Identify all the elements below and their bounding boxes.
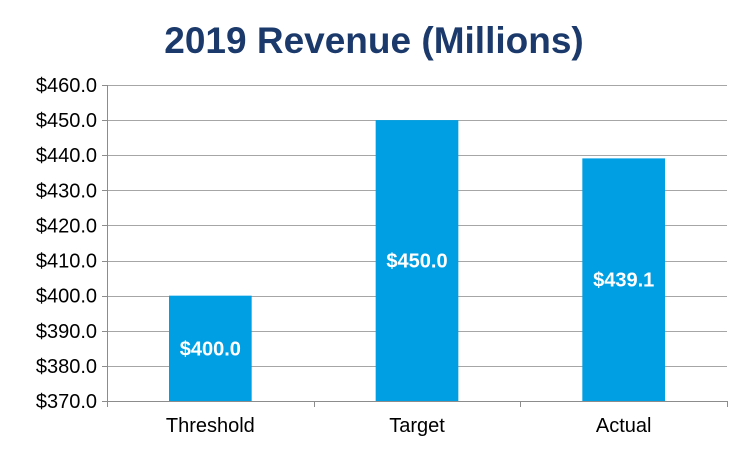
x-category-labels: Threshold Target Actual (166, 415, 652, 437)
x-tick-label-threshold: Threshold (166, 415, 255, 437)
y-tick-labels: $370.0 $380.0 $390.0 $400.0 $410.0 $420.0 $430… (36, 75, 97, 413)
y-tick-label: $380.0 (36, 356, 97, 378)
chart-title: 2019 Revenue (Millions) (164, 20, 583, 61)
y-tick-label: $430.0 (36, 180, 97, 202)
y-tick-label: $410.0 (36, 251, 97, 273)
data-label-target: $450.0 (386, 251, 447, 273)
axes (102, 85, 728, 407)
y-tick-label: $400.0 (36, 286, 97, 308)
x-tick-label-actual: Actual (596, 415, 652, 437)
data-label-threshold: $400.0 (180, 338, 241, 360)
y-tick-label: $440.0 (36, 145, 97, 167)
bar-target (375, 120, 459, 401)
data-label-actual: $439.1 (593, 270, 654, 292)
y-tick-label: $450.0 (36, 110, 97, 132)
bar-actual (582, 158, 665, 401)
y-tick-label: $370.0 (36, 391, 97, 413)
y-tick-label: $420.0 (36, 215, 97, 237)
x-tick-label-target: Target (389, 415, 445, 437)
bar-threshold (169, 295, 252, 401)
y-tick-label: $390.0 (36, 321, 97, 343)
data-labels: $400.0 $450.0 $439.1 (180, 251, 655, 361)
bars (169, 120, 665, 401)
y-tick-label: $460.0 (36, 75, 97, 97)
